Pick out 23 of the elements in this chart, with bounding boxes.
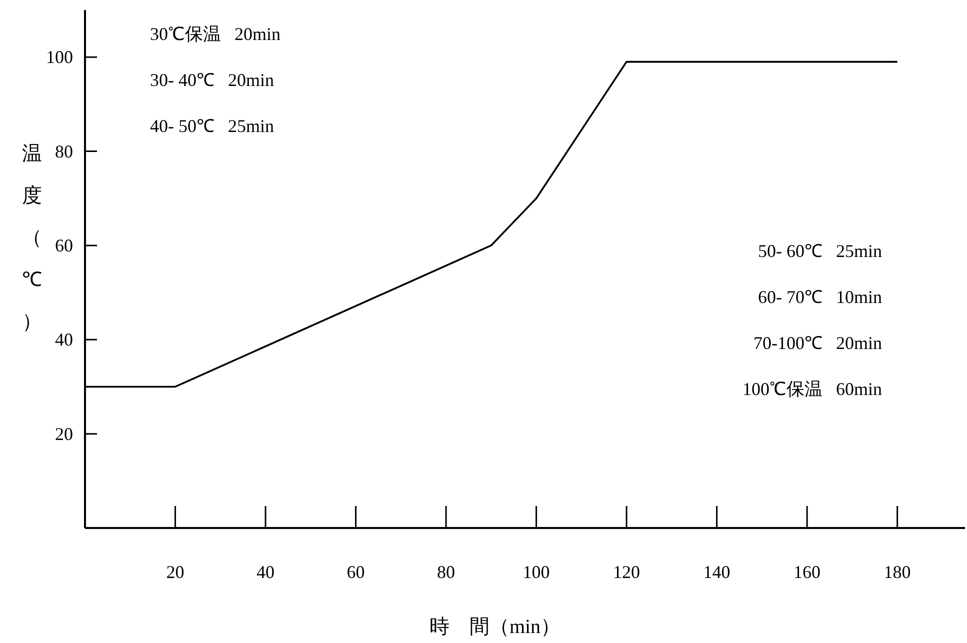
y-tick-label: 60 bbox=[55, 235, 73, 256]
x-tick-label: 140 bbox=[703, 562, 730, 582]
annotation: 100℃保温 60min bbox=[742, 379, 882, 399]
annotation: 30℃保温 20min bbox=[150, 24, 281, 44]
annotation: 40- 50℃ 25min bbox=[150, 116, 274, 136]
x-tick-label: 60 bbox=[346, 562, 365, 582]
x-tick-label: 20 bbox=[166, 562, 184, 582]
x-tick-label: 40 bbox=[256, 562, 275, 582]
annotation: 70-100℃ 20min bbox=[754, 333, 882, 353]
annotation: 60- 70℃ 10min bbox=[758, 287, 882, 307]
y-tick-label: 80 bbox=[55, 141, 73, 162]
x-tick-label: 180 bbox=[884, 562, 911, 582]
x-tick-label: 160 bbox=[794, 562, 821, 582]
y-tick-label: 20 bbox=[55, 424, 73, 444]
x-tick-label: 80 bbox=[437, 562, 456, 582]
y-axis-title: 温度（℃） bbox=[22, 143, 42, 333]
annotation: 50- 60℃ 25min bbox=[758, 241, 882, 261]
y-tick-label: 40 bbox=[55, 330, 73, 350]
y-tick-label: 100 bbox=[46, 47, 73, 68]
x-tick-label: 120 bbox=[613, 562, 640, 582]
annotation: 30- 40℃ 20min bbox=[150, 70, 274, 90]
x-axis-title: 時 間（min） bbox=[429, 616, 561, 638]
x-tick-label: 100 bbox=[522, 562, 550, 582]
